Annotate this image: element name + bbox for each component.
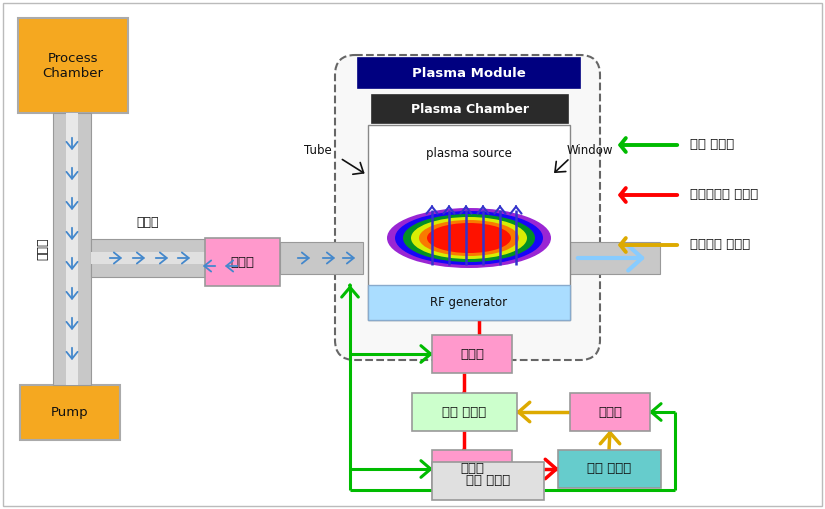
FancyBboxPatch shape bbox=[372, 95, 568, 123]
Text: 인입관: 인입관 bbox=[137, 216, 159, 229]
FancyBboxPatch shape bbox=[91, 252, 205, 264]
FancyBboxPatch shape bbox=[66, 113, 78, 385]
Text: Tube: Tube bbox=[304, 144, 332, 156]
Ellipse shape bbox=[427, 223, 511, 253]
Text: plasma source: plasma source bbox=[426, 147, 512, 159]
Text: Process
Chamber: Process Chamber bbox=[43, 51, 103, 79]
Text: 개폐부: 개폐부 bbox=[460, 463, 484, 475]
Ellipse shape bbox=[403, 214, 535, 262]
FancyBboxPatch shape bbox=[412, 393, 517, 431]
Text: 개폐부: 개폐부 bbox=[230, 256, 254, 269]
FancyBboxPatch shape bbox=[18, 18, 128, 113]
Ellipse shape bbox=[387, 208, 551, 268]
Text: RF generator: RF generator bbox=[431, 296, 507, 309]
Text: 개폐 제어부: 개폐 제어부 bbox=[466, 474, 510, 488]
FancyBboxPatch shape bbox=[368, 125, 570, 320]
Text: Plasma Chamber: Plasma Chamber bbox=[411, 102, 529, 116]
Text: 촉진가스 공급관: 촉진가스 공급관 bbox=[690, 239, 750, 251]
Text: 가스 공급부: 가스 공급부 bbox=[587, 463, 632, 475]
Text: 개폐부: 개폐부 bbox=[460, 348, 484, 360]
FancyBboxPatch shape bbox=[335, 55, 600, 360]
FancyBboxPatch shape bbox=[91, 239, 205, 277]
FancyBboxPatch shape bbox=[53, 113, 91, 385]
FancyBboxPatch shape bbox=[368, 285, 570, 320]
FancyBboxPatch shape bbox=[358, 58, 580, 88]
Ellipse shape bbox=[419, 220, 519, 256]
FancyBboxPatch shape bbox=[553, 242, 660, 274]
Text: 클리닝가스 공급관: 클리닝가스 공급관 bbox=[690, 188, 758, 202]
Text: 제어 신호선: 제어 신호선 bbox=[690, 138, 734, 152]
FancyBboxPatch shape bbox=[570, 393, 650, 431]
Ellipse shape bbox=[395, 211, 543, 265]
FancyBboxPatch shape bbox=[20, 385, 120, 440]
FancyBboxPatch shape bbox=[205, 238, 280, 286]
FancyBboxPatch shape bbox=[432, 462, 544, 500]
Text: Window: Window bbox=[567, 144, 613, 156]
Ellipse shape bbox=[411, 217, 527, 259]
FancyBboxPatch shape bbox=[558, 450, 661, 488]
FancyBboxPatch shape bbox=[280, 242, 363, 274]
Text: 배기관: 배기관 bbox=[36, 238, 50, 260]
Text: 미세 조절부: 미세 조절부 bbox=[442, 406, 487, 418]
FancyBboxPatch shape bbox=[432, 450, 512, 488]
Text: Plasma Module: Plasma Module bbox=[412, 67, 526, 79]
FancyBboxPatch shape bbox=[432, 335, 512, 373]
Text: Pump: Pump bbox=[51, 406, 89, 419]
Text: 개폐부: 개폐부 bbox=[598, 406, 622, 418]
